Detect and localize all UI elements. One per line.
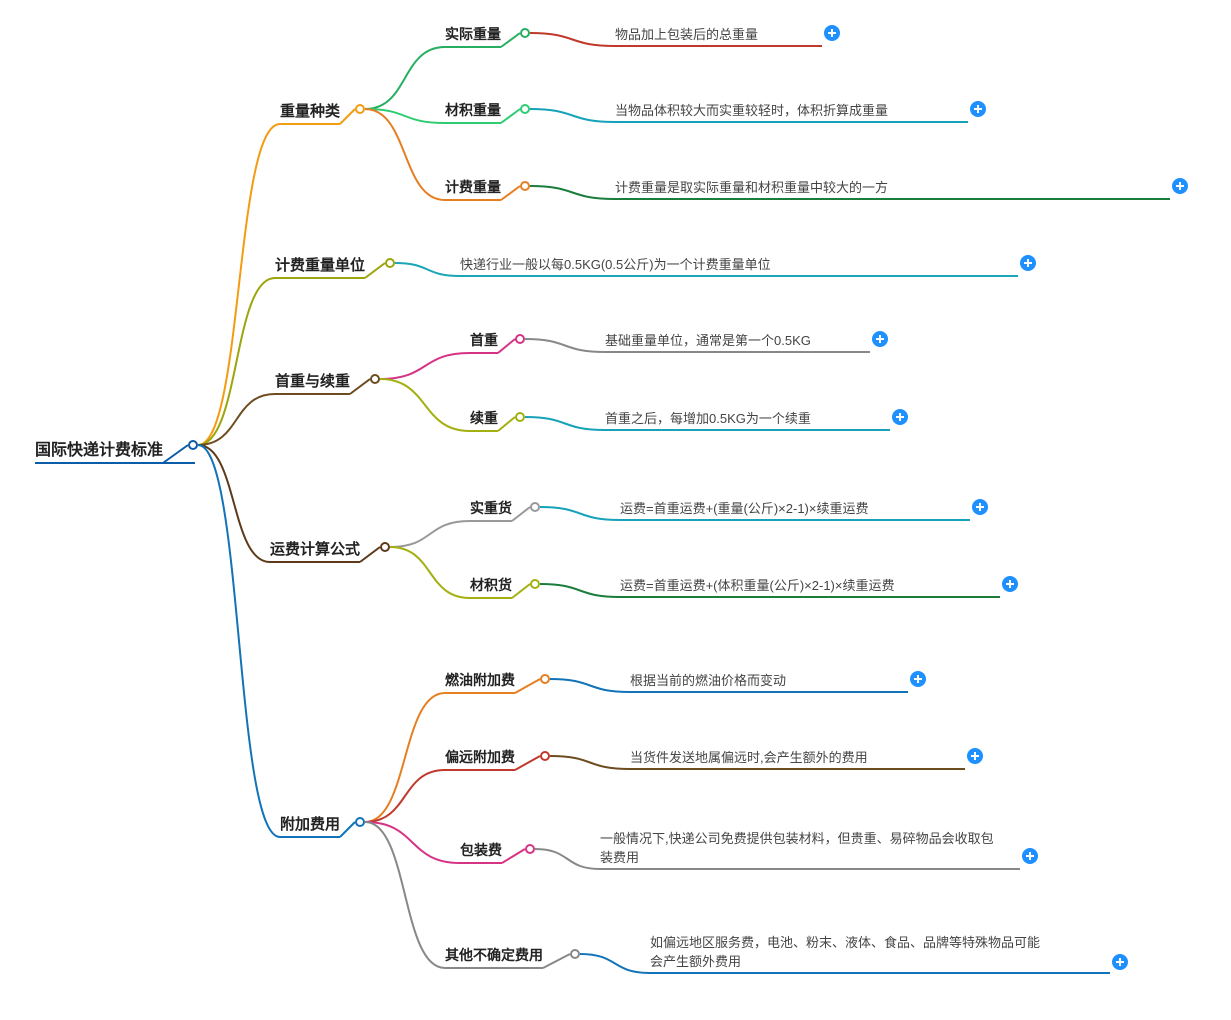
mindmap-node-b5c2[interactable]: 偏远附加费 [445,747,515,769]
branch-junction [188,440,198,450]
node-label: 材积货 [470,577,512,593]
branch-junction [520,28,530,38]
branch-junction [355,104,365,114]
add-node-button[interactable] [1172,178,1188,194]
node-label: 计费重量 [445,179,501,195]
node-label: 计费重量单位 [275,257,365,274]
branch-junction [540,751,550,761]
node-label: 附加费用 [280,816,340,833]
mindmap-node-b4c1[interactable]: 实重货 [470,498,512,520]
mindmap-node-b4c1-leaf[interactable]: 运费=首重运费+(重量(公斤)×2-1)×续重运费 [620,498,868,519]
branch-junction [385,258,395,268]
add-node-button[interactable] [1020,255,1036,271]
branch-junction [380,542,390,552]
mindmap-node-b5c1[interactable]: 燃油附加费 [445,670,515,692]
mindmap-node-b1c3[interactable]: 计费重量 [445,177,501,199]
branch-junction [370,374,380,384]
node-label: 计费重量是取实际重量和材积重量中较大的一方 [615,180,888,195]
mindmap-node-b5c3-leaf[interactable]: 一般情况下,快递公司免费提供包装材料，但贵重、易碎物品会收取包装费用 [600,828,1000,868]
mindmap-node-b5c4[interactable]: 其他不确定费用 [445,945,543,967]
add-node-button[interactable] [824,25,840,41]
branch-junction [520,181,530,191]
mindmap-node-b2-leaf[interactable]: 快递行业一般以每0.5KG(0.5公斤)为一个计费重量单位 [460,254,771,275]
mindmap-node-b5[interactable]: 附加费用 [280,813,340,836]
add-node-button[interactable] [1112,954,1128,970]
branch-junction [570,949,580,959]
node-label: 物品加上包装后的总重量 [615,27,758,42]
mindmap-node-b4c2-leaf[interactable]: 运费=首重运费+(体积重量(公斤)×2-1)×续重运费 [620,575,894,596]
add-node-button[interactable] [892,409,908,425]
node-label: 国际快递计费标准 [35,442,163,459]
node-label: 首重与续重 [275,373,350,390]
branch-junction [530,579,540,589]
mindmap-node-b1c2[interactable]: 材积重量 [445,100,501,122]
node-label: 实重货 [470,500,512,516]
mindmap-node-b1c3-leaf[interactable]: 计费重量是取实际重量和材积重量中较大的一方 [615,177,888,198]
mindmap-node-b5c1-leaf[interactable]: 根据当前的燃油价格而变动 [630,670,786,691]
branch-junction [355,817,365,827]
mindmap-node-b1[interactable]: 重量种类 [280,100,340,123]
add-node-button[interactable] [1002,576,1018,592]
node-label: 当货件发送地属偏远时,会产生额外的费用 [630,750,868,765]
mindmap-node-b1c1[interactable]: 实际重量 [445,24,501,46]
add-node-button[interactable] [910,671,926,687]
node-label: 包装费 [460,842,502,858]
mindmap-node-root[interactable]: 国际快递计费标准 [35,436,163,462]
mindmap-node-b3c1-leaf[interactable]: 基础重量单位，通常是第一个0.5KG [605,330,811,351]
node-label: 首重之后，每增加0.5KG为一个续重 [605,411,811,426]
mindmap-node-b5c4-leaf[interactable]: 如偏远地区服务费，电池、粉末、液体、食品、品牌等特殊物品可能会产生额外费用 [650,932,1050,972]
node-label: 基础重量单位，通常是第一个0.5KG [605,333,811,348]
branch-junction [515,334,525,344]
mindmap-node-b2[interactable]: 计费重量单位 [275,254,365,277]
node-label: 首重 [470,332,498,348]
mindmap-node-b3c2[interactable]: 续重 [470,408,498,430]
branch-junction [540,674,550,684]
node-label: 运费计算公式 [270,541,360,558]
node-label: 其他不确定费用 [445,947,543,963]
node-label: 实际重量 [445,26,501,42]
node-label: 如偏远地区服务费，电池、粉末、液体、食品、品牌等特殊物品可能会产生额外费用 [650,935,1040,969]
add-node-button[interactable] [970,101,986,117]
node-label: 一般情况下,快递公司免费提供包装材料，但贵重、易碎物品会收取包装费用 [600,831,994,865]
mindmap-node-b3c1[interactable]: 首重 [470,330,498,352]
mindmap-node-b3[interactable]: 首重与续重 [275,370,350,393]
node-label: 运费=首重运费+(重量(公斤)×2-1)×续重运费 [620,501,868,516]
node-label: 重量种类 [280,103,340,120]
mindmap-node-b5c2-leaf[interactable]: 当货件发送地属偏远时,会产生额外的费用 [630,747,868,768]
mindmap-node-b1c2-leaf[interactable]: 当物品体积较大而实重较轻时，体积折算成重量 [615,100,888,121]
mindmap-node-b5c3[interactable]: 包装费 [460,840,502,862]
mindmap-node-b3c2-leaf[interactable]: 首重之后，每增加0.5KG为一个续重 [605,408,811,429]
add-node-button[interactable] [1022,848,1038,864]
node-label: 偏远附加费 [445,749,515,765]
mindmap-node-b4c2[interactable]: 材积货 [470,575,512,597]
add-node-button[interactable] [872,331,888,347]
node-label: 材积重量 [445,102,501,118]
node-label: 当物品体积较大而实重较轻时，体积折算成重量 [615,103,888,118]
add-node-button[interactable] [967,748,983,764]
branch-junction [520,104,530,114]
node-label: 续重 [470,410,498,426]
mindmap-node-b1c1-leaf[interactable]: 物品加上包装后的总重量 [615,24,758,45]
branch-junction [515,412,525,422]
branch-junction [530,502,540,512]
node-label: 燃油附加费 [445,672,515,688]
add-node-button[interactable] [972,499,988,515]
node-label: 根据当前的燃油价格而变动 [630,673,786,688]
branch-junction [525,844,535,854]
node-label: 运费=首重运费+(体积重量(公斤)×2-1)×续重运费 [620,578,894,593]
node-label: 快递行业一般以每0.5KG(0.5公斤)为一个计费重量单位 [460,257,771,272]
mindmap-node-b4[interactable]: 运费计算公式 [270,538,360,561]
